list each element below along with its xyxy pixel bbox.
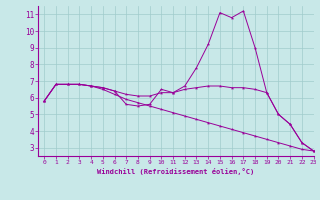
- X-axis label: Windchill (Refroidissement éolien,°C): Windchill (Refroidissement éolien,°C): [97, 168, 255, 175]
